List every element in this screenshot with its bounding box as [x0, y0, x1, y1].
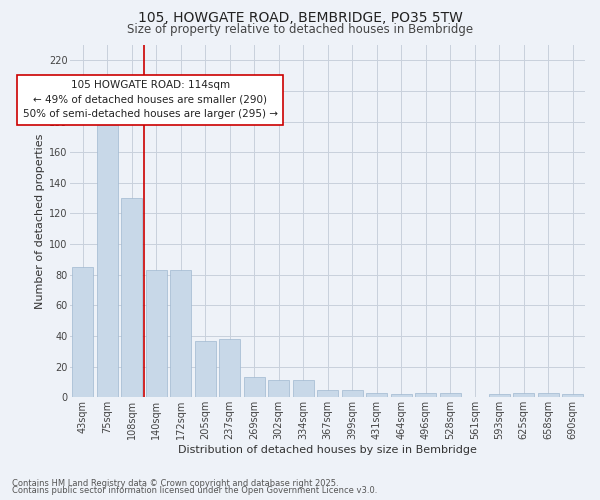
- Bar: [367, 392, 387, 398]
- Bar: [489, 394, 509, 398]
- Bar: [72, 267, 93, 398]
- Text: Size of property relative to detached houses in Bembridge: Size of property relative to detached ho…: [127, 22, 473, 36]
- Bar: [562, 394, 583, 398]
- Bar: [317, 390, 338, 398]
- Bar: [219, 339, 240, 398]
- Bar: [391, 394, 412, 398]
- Bar: [342, 390, 362, 398]
- Bar: [538, 392, 559, 398]
- Bar: [268, 380, 289, 398]
- Text: 105 HOWGATE ROAD: 114sqm
← 49% of detached houses are smaller (290)
50% of semi-: 105 HOWGATE ROAD: 114sqm ← 49% of detach…: [23, 80, 278, 120]
- Bar: [415, 392, 436, 398]
- X-axis label: Distribution of detached houses by size in Bembridge: Distribution of detached houses by size …: [178, 445, 477, 455]
- Bar: [97, 124, 118, 398]
- Bar: [146, 270, 167, 398]
- Bar: [195, 340, 215, 398]
- Bar: [440, 392, 461, 398]
- Bar: [121, 198, 142, 398]
- Text: 105, HOWGATE ROAD, BEMBRIDGE, PO35 5TW: 105, HOWGATE ROAD, BEMBRIDGE, PO35 5TW: [137, 11, 463, 25]
- Bar: [293, 380, 314, 398]
- Text: Contains HM Land Registry data © Crown copyright and database right 2025.: Contains HM Land Registry data © Crown c…: [12, 478, 338, 488]
- Bar: [514, 392, 534, 398]
- Bar: [170, 270, 191, 398]
- Bar: [244, 378, 265, 398]
- Y-axis label: Number of detached properties: Number of detached properties: [35, 134, 45, 309]
- Text: Contains public sector information licensed under the Open Government Licence v3: Contains public sector information licen…: [12, 486, 377, 495]
